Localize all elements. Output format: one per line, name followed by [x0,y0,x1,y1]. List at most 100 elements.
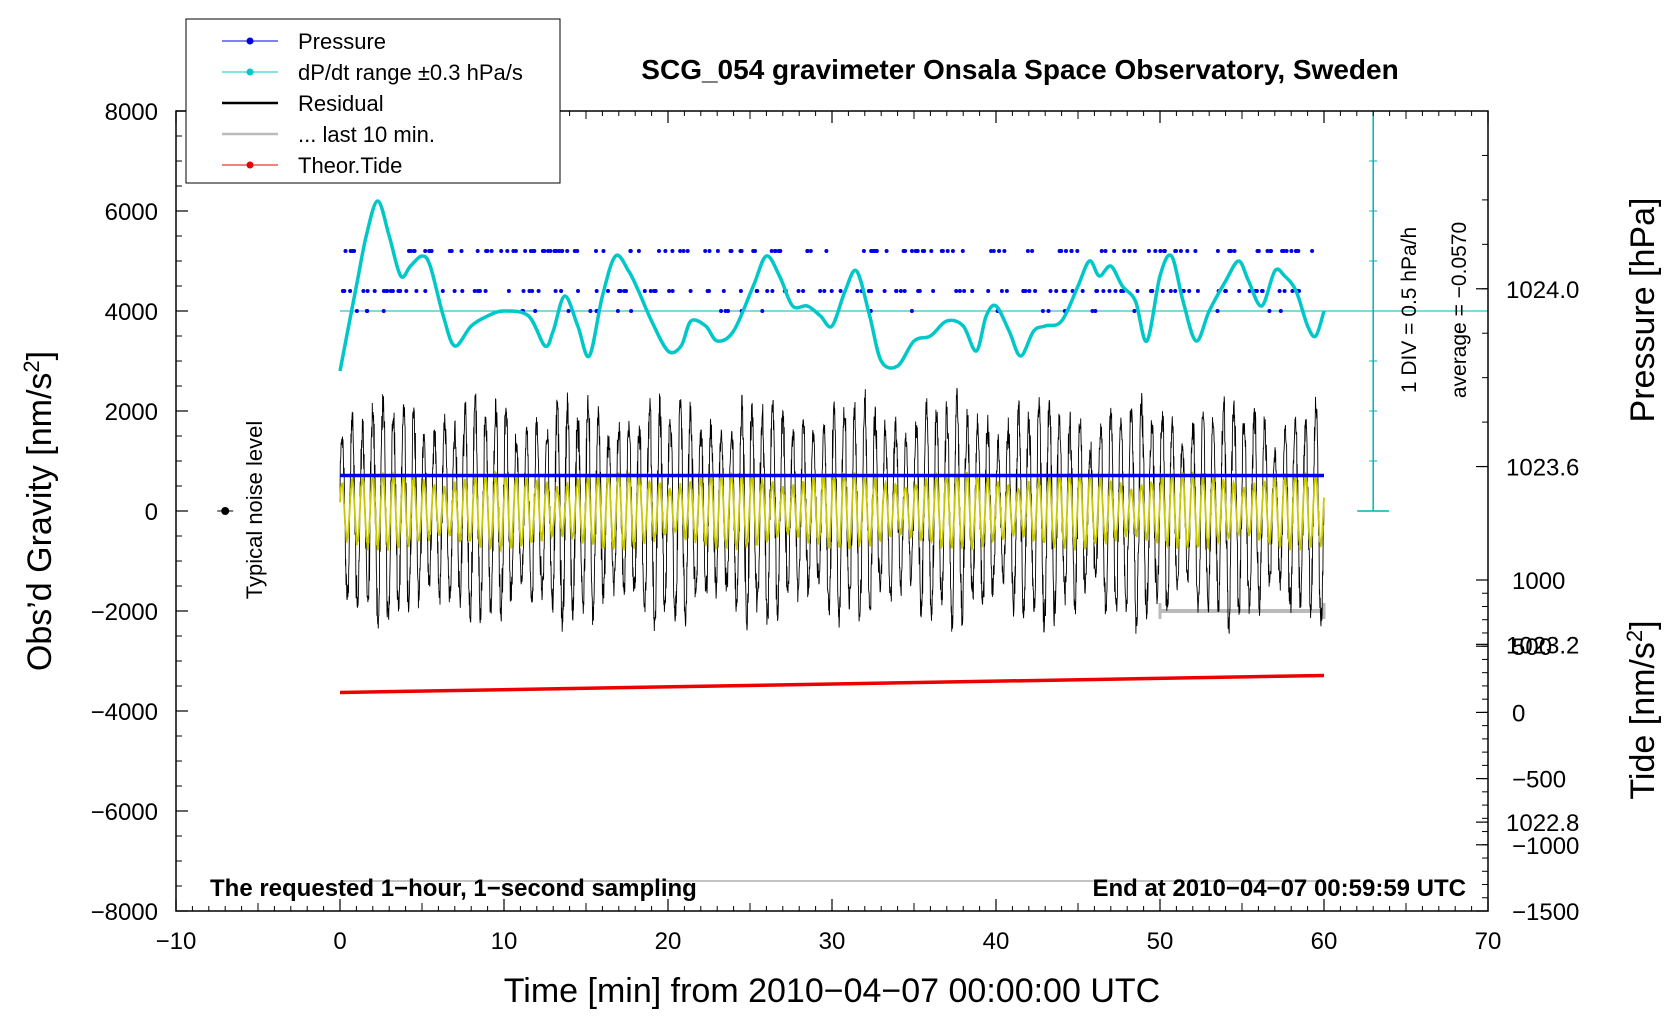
pressure-point [594,289,599,293]
legend-marker-tide [246,161,254,169]
pressure-point [776,249,781,253]
pressure-point [728,249,733,253]
pressure-point [1113,289,1118,293]
pressure-point [624,289,628,293]
chart-title: SCG_054 gravimeter Onsala Space Observat… [641,54,1398,85]
noise-level-label: Typical noise level [242,421,267,600]
pressure-point [1149,289,1153,293]
legend-marker-pressure [246,37,254,45]
pressure-point [1187,289,1192,293]
pressure-point [576,289,580,293]
tide-tick-label: 0 [1512,700,1525,727]
pressure-point [629,309,634,313]
dpdt-series-line [338,199,1326,372]
pressure-point [1195,289,1200,293]
x-tick-label: 20 [655,928,682,955]
pressure-point [460,289,465,293]
legend-entry-dpdt: dP/dt range ±0.3 hPa/s [222,60,523,85]
pressure-point [1256,249,1261,253]
pressure-point [882,289,887,293]
pressure-point [533,309,538,313]
pressure-point [1135,289,1140,293]
pressure-point [818,289,823,293]
pressure-point [449,249,454,253]
pressure-point [343,249,348,253]
pressure-point [1080,289,1085,293]
x-tick-label: 70 [1475,928,1502,955]
pressure-point [962,289,967,293]
pressure-tick-label: 1022.8 [1506,810,1579,837]
pressure-point [960,249,965,253]
legend-label-pressure: Pressure [298,29,386,54]
pressure-point [1237,289,1242,293]
pressure-point [910,249,914,253]
pressure-point [1168,289,1173,293]
pressure-point [822,289,827,293]
pressure-point [615,309,620,313]
legend-entry-tide: Theor.Tide [222,153,402,178]
pressure-point [530,289,535,293]
pressure-point [1282,249,1286,253]
sampling-note: The requested 1−hour, 1−second sampling [210,875,697,902]
pressure-point [472,289,477,293]
pressure-tick-label: 1023.6 [1506,455,1579,482]
pressure-point [1122,249,1127,253]
pressure-point [560,249,565,253]
pressure-point [1063,289,1068,293]
pressure-point [986,289,991,293]
pressure-point [922,249,927,253]
pressure-point [1046,309,1051,313]
pressure-point [1021,289,1026,293]
pressure-point [869,249,874,253]
filtered-series-line [339,470,1325,554]
pressure-point [1103,249,1108,253]
pressure-point [404,289,409,293]
pressure-point [1127,249,1132,253]
pressure-point [824,249,829,253]
pressure-point [738,289,743,293]
pressure-point [765,289,770,293]
pressure-point [429,249,434,253]
x-tick-label: −10 [156,928,197,955]
pressure-point [917,289,922,293]
pressure-point [1282,289,1287,293]
pressure-point [1260,289,1264,293]
pressure-point [1265,249,1270,253]
pressure-point [1290,289,1295,293]
legend-entry-last10: ... last 10 min. [222,122,435,147]
x-tick-label: 60 [1311,928,1338,955]
pressure-point [1101,289,1106,293]
pressure-point [1185,249,1190,253]
pressure-point [557,249,561,253]
legend-label-dpdt: dP/dt range ±0.3 hPa/s [298,60,523,85]
end-time-note: End at 2010−04−07 00:59:59 UTC [1092,875,1466,902]
pressure-point [390,289,395,293]
pressure-point [754,289,759,293]
pressure-point [575,249,580,253]
pressure-point [770,289,775,293]
tide-tick-label: −1000 [1512,833,1579,860]
pressure-point [1112,249,1117,253]
pressure-point [594,249,598,253]
pressure-point [903,249,908,253]
pressure-point [723,309,728,313]
pressure-point [542,249,547,253]
pressure-point [707,249,712,253]
pressure-point [753,249,757,253]
pressure-point [929,249,934,253]
pressure-point [721,289,726,293]
legend-label-last10: ... last 10 min. [298,122,435,147]
pressure-point [407,249,411,253]
pressure-point [1146,249,1151,253]
pressure-point [423,289,428,293]
pressure-point [505,249,510,253]
pressure-point [931,289,936,293]
pressure-point [1160,289,1165,293]
pressure-point [652,289,657,293]
pressure-point [760,309,765,313]
pressure-point [601,249,606,253]
x-axis-label: Time [min] from 2010−04−07 00:00:00 UTC [504,972,1160,1010]
pressure-point [459,249,464,253]
pressure-point [719,309,723,313]
